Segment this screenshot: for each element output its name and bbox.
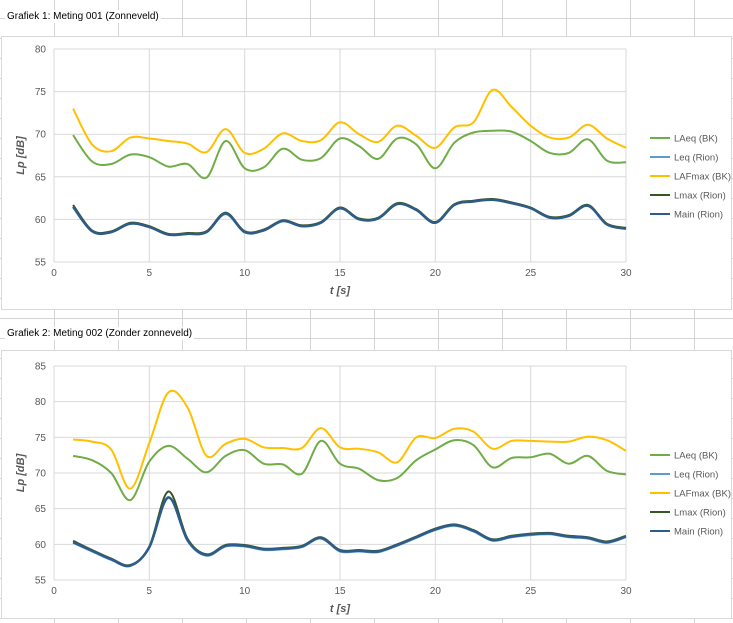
y-tick-label: 55 <box>35 576 47 587</box>
y-axis-label: Lp [dB] <box>15 453 27 492</box>
legend-label: Lmax (Rion) <box>674 191 726 202</box>
y-tick-label: 75 <box>35 433 47 444</box>
x-tick-label: 5 <box>147 268 153 279</box>
x-axis-label: t [s] <box>330 285 351 297</box>
chart1-svg: 55 60 65 70 75 80 0 5 10 15 20 25 30 t [s] Lp [dB] LAeq… <box>15 45 731 298</box>
y-tick-label: 70 <box>35 130 47 141</box>
series-line-laeq-bk <box>72 129 627 180</box>
x-axis-label: t [s] <box>330 603 351 615</box>
y-tick-label: 80 <box>35 397 47 408</box>
x-tick-label: 20 <box>430 268 442 279</box>
chart2-svg: 55 60 65 70 75 80 85 0 5 10 15 20 25 30 t [s] Lp [dB] LA… <box>15 362 731 616</box>
chart2-caption: Grafiek 2: Meting 002 (Zonder zonneveld) <box>5 327 195 340</box>
x-tick-label: 30 <box>620 268 632 279</box>
series-line-laeq-bk <box>72 439 627 502</box>
y-tick-label: 75 <box>35 87 47 98</box>
y-tick-label: 65 <box>35 172 47 183</box>
y-tick-label: 60 <box>35 540 47 551</box>
chart1-frame[interactable]: 55 60 65 70 75 80 0 5 10 15 20 25 30 t [s] Lp [dB] LAeq… <box>1 36 732 310</box>
chart1-caption: Grafiek 1: Meting 001 (Zonneveld) <box>5 10 161 23</box>
x-tick-label: 25 <box>525 268 537 279</box>
legend-label: Leq (Rion) <box>674 153 718 164</box>
series-line-main-rion <box>72 496 627 568</box>
x-tick-label: 0 <box>51 586 57 597</box>
y-tick-label: 85 <box>35 362 47 373</box>
y-axis-label: Lp [dB] <box>15 136 27 175</box>
legend-label: Main (Rion) <box>674 210 723 221</box>
x-tick-label: 15 <box>334 268 346 279</box>
y-tick-label: 65 <box>35 504 47 515</box>
legend-label: LAeq (BK) <box>674 451 718 462</box>
x-tick-label: 10 <box>239 268 251 279</box>
legend-label: LAFmax (BK) <box>674 172 731 183</box>
y-tick-label: 55 <box>35 258 47 269</box>
y-tick-label: 70 <box>35 469 47 480</box>
series-line-lafmax-bk <box>73 389 627 490</box>
legend-label: Lmax (Rion) <box>674 508 726 519</box>
series-line-main-rion <box>72 198 627 237</box>
y-tick-label: 60 <box>35 215 47 226</box>
x-tick-label: 0 <box>51 268 57 279</box>
x-tick-label: 10 <box>239 586 251 597</box>
x-tick-label: 5 <box>147 586 153 597</box>
legend-label: LAFmax (BK) <box>674 489 731 500</box>
legend-label: Leq (Rion) <box>674 470 718 481</box>
x-tick-label: 25 <box>525 586 537 597</box>
series-line-lafmax-bk <box>72 88 627 156</box>
legend-label: LAeq (BK) <box>674 134 718 145</box>
x-tick-label: 30 <box>620 586 632 597</box>
x-tick-label: 20 <box>430 586 442 597</box>
x-tick-label: 15 <box>334 586 346 597</box>
y-tick-label: 80 <box>35 45 47 56</box>
legend-label: Main (Rion) <box>674 527 723 538</box>
chart2-frame[interactable]: 55 60 65 70 75 80 85 0 5 10 15 20 25 30 t [s] Lp [dB] LA… <box>1 350 732 619</box>
